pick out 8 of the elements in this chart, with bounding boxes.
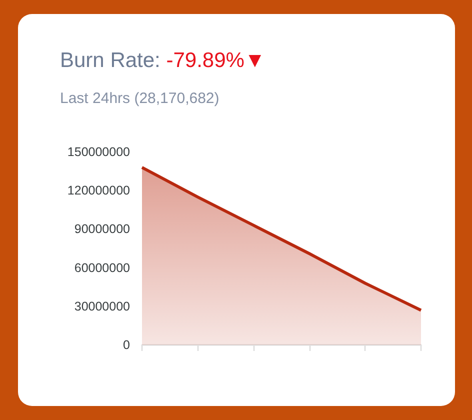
y-tick-label: 0 [123,338,130,352]
chart-title: Burn Rate: -79.89%▼ [60,49,266,72]
y-tick-label: 150000000 [67,145,130,159]
y-tick-label: 30000000 [74,299,130,314]
chart-subtitle: Last 24hrs (28,170,682) [60,90,220,107]
y-tick-label: 60000000 [74,260,130,275]
y-tick-label: 120000000 [67,184,130,198]
y-tick-label: 90000000 [74,222,130,236]
